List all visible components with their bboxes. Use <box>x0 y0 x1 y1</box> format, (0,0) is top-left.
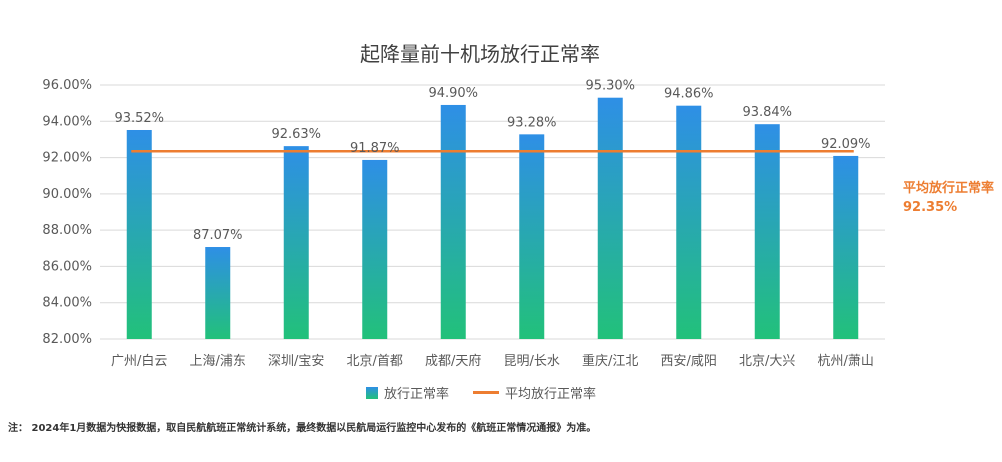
y-tick-label: 88.00% <box>42 223 92 238</box>
y-tick-label: 86.00% <box>42 259 92 274</box>
legend-item-line: 平均放行正常率 <box>473 383 596 402</box>
data-labels: 93.52% 87.07% 92.63% 91.87% 94.90% 93.28% 95.3… <box>114 79 870 243</box>
average-annotation: 平均放行正常率 92.35% <box>903 179 994 217</box>
y-tick-label: 96.00% <box>42 78 92 93</box>
bar-value-label: 91.87% <box>350 141 400 156</box>
y-tick-label: 92.00% <box>42 151 92 166</box>
bar-value-label: 87.07% <box>193 228 243 243</box>
bar-value-label: 93.28% <box>507 115 557 130</box>
bar <box>126 129 152 339</box>
bar-value-label: 93.52% <box>114 111 164 126</box>
x-category-label: 上海/浦东 <box>190 354 246 369</box>
x-category-label: 广州/白云 <box>111 353 167 369</box>
legend-line-swatch <box>473 391 500 394</box>
average-annotation-value: 92.35% <box>903 200 958 215</box>
bar <box>833 155 859 339</box>
grid-lines <box>100 84 885 340</box>
legend: 放行正常率 平均放行正常率 <box>366 383 620 402</box>
chart-title: 起降量前十机场放行正常率 <box>360 42 600 66</box>
bar <box>676 105 702 339</box>
bars <box>126 97 859 339</box>
bar-value-label: 93.84% <box>742 105 792 120</box>
legend-line-label: 平均放行正常率 <box>505 387 597 402</box>
bar-value-label: 95.30% <box>585 79 635 94</box>
x-category-label: 北京/首都 <box>347 354 403 369</box>
bar <box>519 134 545 339</box>
y-tick-label: 82.00% <box>42 332 92 347</box>
y-tick-label: 90.00% <box>42 187 92 202</box>
bar <box>440 104 466 339</box>
x-category-label: 北京/大兴 <box>739 354 795 369</box>
footnote: 注： 2024年1月数据为快报数据，取自民航航班正常统计系统，最终数据以民航局运… <box>8 423 597 434</box>
legend-bar-swatch <box>366 386 378 399</box>
y-axis-ticks: 82.00% 84.00% 86.00% 88.00% 90.00% 92.00% 94.0… <box>42 78 92 347</box>
bar <box>283 146 309 339</box>
bar-value-label: 94.90% <box>428 86 478 101</box>
bar <box>362 159 388 339</box>
bar-value-label: 92.09% <box>821 137 871 152</box>
legend-item-bar: 放行正常率 <box>366 383 449 402</box>
y-tick-label: 84.00% <box>42 296 92 311</box>
x-axis-categories: 广州/白云 上海/浦东 深圳/宝安 北京/首都 成都/天府 昆明/长水 重庆/江北 西安/咸阳… <box>111 353 874 369</box>
x-category-label: 成都/天府 <box>425 354 481 369</box>
average-annotation-title: 平均放行正常率 <box>903 181 995 196</box>
bar-value-label: 94.86% <box>664 87 714 102</box>
x-category-label: 杭州/萧山 <box>818 354 874 369</box>
x-category-label: 重庆/江北 <box>582 353 638 369</box>
x-category-label: 西安/咸阳 <box>661 354 717 369</box>
x-category-label: 深圳/宝安 <box>268 354 324 369</box>
x-category-label: 昆明/长水 <box>504 354 560 369</box>
bar <box>597 97 623 339</box>
bar <box>205 247 231 339</box>
bar <box>754 124 780 339</box>
y-tick-label: 94.00% <box>42 114 92 129</box>
bar-value-label: 92.63% <box>271 127 321 142</box>
legend-bar-label: 放行正常率 <box>384 387 450 402</box>
